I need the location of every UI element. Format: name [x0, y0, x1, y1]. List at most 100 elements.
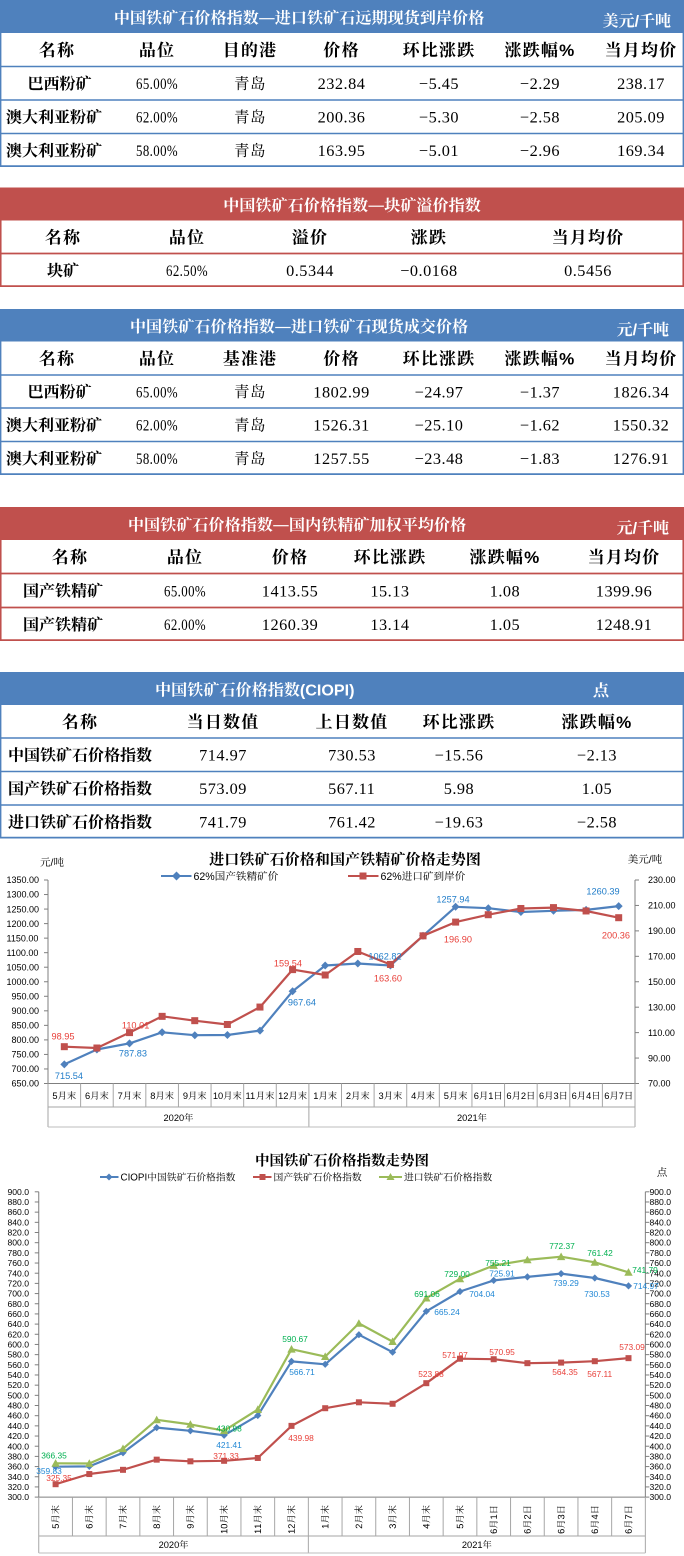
svg-text:340.0: 340.0: [650, 1472, 672, 1482]
svg-text:%: %: [616, 713, 632, 732]
svg-text:325.35: 325.35: [46, 1473, 72, 1483]
svg-text:0.5456: 0.5456: [564, 261, 612, 280]
svg-text:170.00: 170.00: [648, 952, 676, 962]
svg-text:760.0: 760.0: [8, 1258, 30, 1268]
svg-text:5.98: 5.98: [444, 779, 475, 798]
svg-text:9: 9: [183, 1091, 188, 1101]
svg-text:439.98: 439.98: [288, 1433, 314, 1443]
svg-text:750.00: 750.00: [12, 1050, 40, 1060]
svg-text:500.0: 500.0: [650, 1390, 672, 1400]
svg-text:1257.94: 1257.94: [436, 894, 469, 904]
svg-text:1802.99: 1802.99: [313, 382, 369, 401]
svg-text:380.0: 380.0: [8, 1451, 30, 1461]
svg-text:10: 10: [213, 1091, 223, 1101]
svg-text:190.00: 190.00: [648, 926, 676, 936]
svg-text:761.42: 761.42: [587, 1248, 613, 1258]
svg-text:850.00: 850.00: [12, 1021, 40, 1031]
svg-text:520.0: 520.0: [8, 1380, 30, 1390]
svg-text:730.53: 730.53: [328, 746, 376, 765]
svg-text:232.84: 232.84: [318, 74, 366, 93]
svg-text:13.14: 13.14: [370, 615, 409, 634]
svg-text:300.0: 300.0: [650, 1492, 672, 1502]
svg-text:580.0: 580.0: [650, 1350, 672, 1360]
svg-text:4: 4: [586, 1091, 591, 1101]
svg-text:704.04: 704.04: [469, 1289, 495, 1299]
svg-text:1526.31: 1526.31: [313, 416, 369, 435]
svg-text:860.0: 860.0: [650, 1207, 672, 1217]
svg-text:5: 5: [52, 1091, 57, 1101]
svg-text:1100.00: 1100.00: [7, 948, 39, 958]
svg-text:430.98: 430.98: [216, 1424, 242, 1434]
svg-text:840.0: 840.0: [650, 1217, 672, 1227]
svg-text:950.00: 950.00: [12, 992, 40, 1002]
svg-text:740.0: 740.0: [650, 1268, 672, 1278]
svg-text:/: /: [649, 854, 652, 866]
svg-text:2020: 2020: [164, 1113, 185, 1123]
svg-text:700.00: 700.00: [12, 1064, 40, 1074]
svg-text:−2.29: −2.29: [520, 74, 560, 93]
svg-text:620.0: 620.0: [650, 1329, 672, 1339]
svg-text:210.00: 210.00: [648, 901, 676, 911]
svg-text:2: 2: [521, 1091, 526, 1101]
svg-text:/: /: [635, 13, 640, 30]
svg-text:58.00%: 58.00%: [136, 141, 178, 160]
svg-text:2021: 2021: [462, 1540, 483, 1550]
svg-text:1550.32: 1550.32: [613, 416, 669, 435]
svg-text:62%: 62%: [194, 871, 216, 883]
svg-text:6: 6: [572, 1091, 577, 1101]
svg-text:739.29: 739.29: [553, 1278, 579, 1288]
svg-text:−1.83: −1.83: [520, 449, 560, 468]
svg-text:360.0: 360.0: [8, 1462, 30, 1472]
svg-text:840.0: 840.0: [8, 1217, 30, 1227]
svg-text:6: 6: [604, 1091, 609, 1101]
svg-text:540.0: 540.0: [650, 1370, 672, 1380]
svg-text:680.0: 680.0: [8, 1299, 30, 1309]
svg-text:150.00: 150.00: [648, 977, 676, 987]
svg-text:1: 1: [313, 1091, 318, 1101]
svg-text:400.0: 400.0: [8, 1441, 30, 1451]
svg-text:560.0: 560.0: [8, 1360, 30, 1370]
svg-text:714.97: 714.97: [633, 1281, 659, 1291]
svg-text:238.17: 238.17: [617, 74, 665, 93]
svg-text:1260.39: 1260.39: [586, 886, 619, 896]
svg-text:0.5344: 0.5344: [286, 261, 334, 280]
svg-text:(CIOPI): (CIOPI): [300, 682, 355, 700]
svg-text:7: 7: [118, 1091, 123, 1101]
svg-text:−15.56: −15.56: [435, 746, 484, 765]
svg-text:130.00: 130.00: [648, 1002, 676, 1012]
svg-text:660.0: 660.0: [8, 1309, 30, 1319]
svg-text:967.64: 967.64: [288, 997, 316, 1007]
svg-text:500.0: 500.0: [8, 1390, 30, 1400]
svg-text:523.88: 523.88: [418, 1369, 444, 1379]
svg-text:730.53: 730.53: [584, 1289, 610, 1299]
svg-text:820.0: 820.0: [8, 1228, 30, 1238]
svg-text:5: 5: [444, 1091, 449, 1101]
svg-text:/: /: [633, 520, 638, 537]
svg-text:421.41: 421.41: [216, 1440, 242, 1450]
svg-text:11: 11: [246, 1091, 256, 1101]
svg-text:366.35: 366.35: [41, 1451, 67, 1461]
svg-text:900.0: 900.0: [650, 1187, 672, 1197]
svg-text:573.09: 573.09: [619, 1342, 645, 1352]
svg-text:360.0: 360.0: [650, 1462, 672, 1472]
svg-text:163.60: 163.60: [374, 973, 402, 983]
svg-text:1276.91: 1276.91: [613, 449, 669, 468]
svg-text:1050.00: 1050.00: [7, 962, 40, 972]
svg-text:/: /: [633, 322, 638, 339]
svg-text:420.0: 420.0: [8, 1431, 30, 1441]
svg-text:590.67: 590.67: [282, 1334, 308, 1344]
svg-text:760.0: 760.0: [650, 1258, 672, 1268]
svg-text:300.0: 300.0: [8, 1492, 30, 1502]
svg-text:665.24: 665.24: [434, 1307, 460, 1317]
svg-text:6: 6: [539, 1091, 544, 1101]
svg-text:800.0: 800.0: [8, 1238, 30, 1248]
svg-text:564.35: 564.35: [552, 1367, 578, 1377]
svg-text:−2.13: −2.13: [577, 746, 617, 765]
svg-text:1200.00: 1200.00: [7, 919, 40, 929]
svg-text:660.0: 660.0: [650, 1309, 672, 1319]
svg-text:15.13: 15.13: [370, 581, 409, 600]
svg-text:650.00: 650.00: [12, 1079, 40, 1089]
svg-text:320.0: 320.0: [650, 1482, 672, 1492]
svg-text:65.00%: 65.00%: [164, 581, 206, 600]
svg-text:200.36: 200.36: [602, 930, 630, 940]
